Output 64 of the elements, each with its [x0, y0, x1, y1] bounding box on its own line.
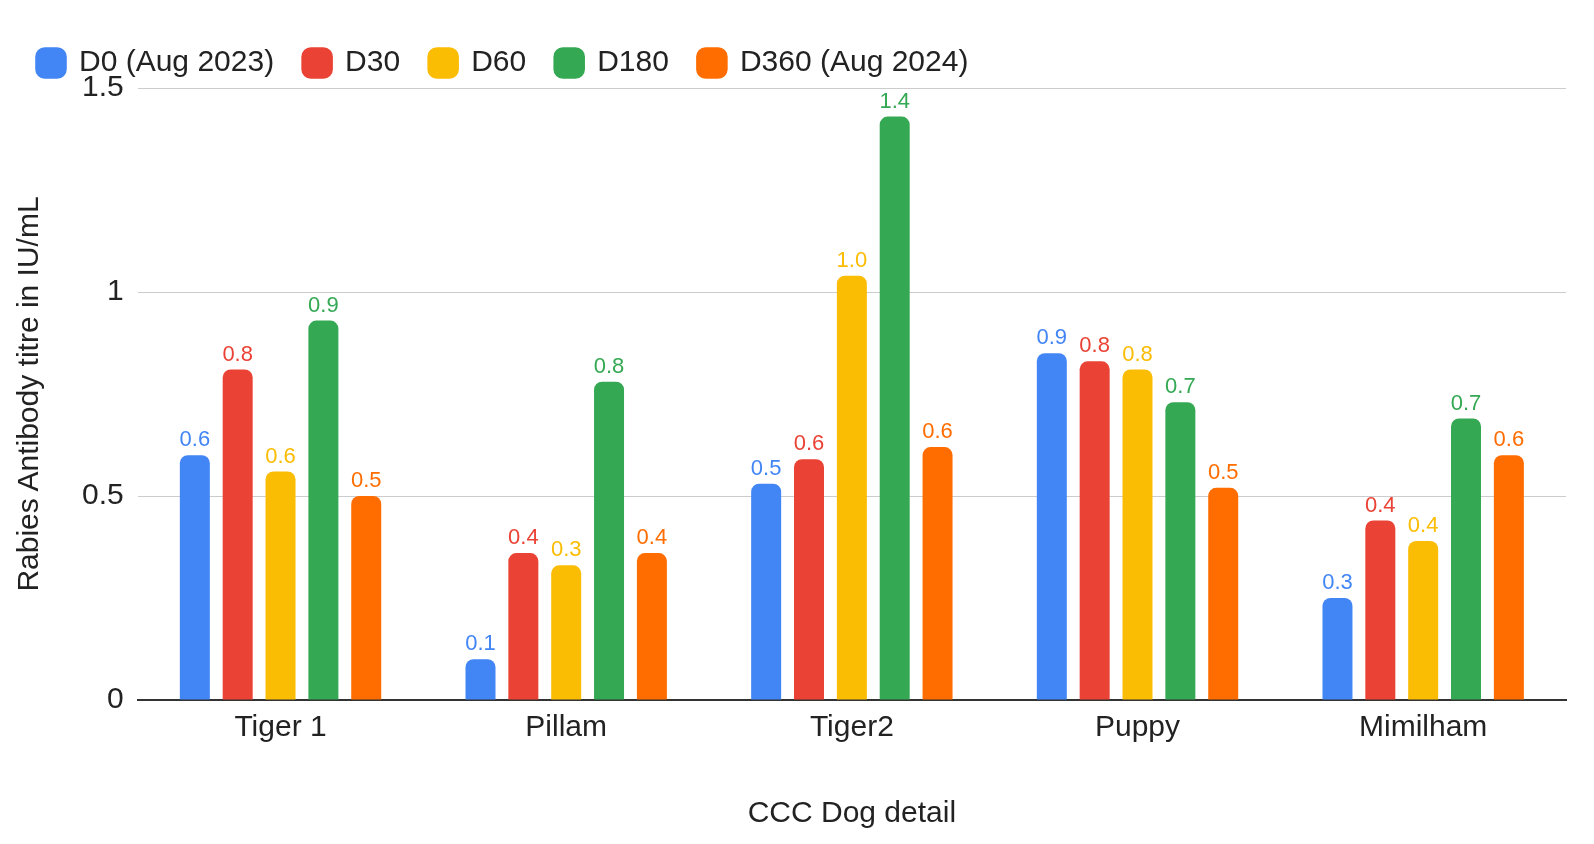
bar	[1493, 455, 1524, 700]
y-tick-label: 0.5	[81, 477, 124, 511]
bar	[222, 369, 253, 700]
bar	[308, 320, 339, 700]
data-label: 0.6	[922, 418, 953, 444]
x-tick-label: Mimilham	[1359, 709, 1488, 743]
data-label: 1.0	[836, 246, 868, 272]
bar	[1451, 418, 1482, 700]
data-label: 0.6	[1493, 426, 1525, 452]
data-label: 0.9	[1036, 324, 1068, 350]
data-label: 0.5	[1207, 458, 1239, 484]
y-tick-label: 1	[107, 273, 124, 307]
bar	[836, 275, 867, 700]
data-label: 0.4	[636, 524, 668, 550]
legend-label: D360 (Aug 2024)	[739, 44, 969, 78]
data-label: 1.4	[879, 87, 910, 113]
data-label: 0.4	[1365, 491, 1396, 517]
bar	[794, 459, 824, 700]
data-label: 0.8	[1122, 340, 1153, 366]
bar	[594, 381, 625, 700]
data-label: 0.6	[265, 442, 296, 468]
data-label: 0.8	[1079, 332, 1110, 358]
y-axis-title: Rabies Antibody titre in IU/mL	[11, 196, 45, 592]
bar	[1036, 353, 1067, 700]
bar	[879, 116, 910, 700]
bar	[751, 483, 782, 700]
data-label: 0.7	[1165, 373, 1196, 399]
legend-label: D180	[597, 44, 669, 78]
data-label: 0.9	[308, 291, 339, 317]
bar	[1165, 402, 1196, 700]
data-label: 0.3	[1322, 569, 1353, 595]
x-axis-title: CCC Dog detail	[747, 795, 957, 829]
x-tick-label: Puppy	[1094, 709, 1181, 743]
data-label: 0.5	[750, 454, 782, 480]
bar	[1079, 361, 1110, 700]
bar	[265, 471, 296, 700]
bar	[465, 659, 496, 700]
data-label: 0.4	[508, 524, 539, 550]
bar	[1408, 540, 1439, 700]
data-label: 0.5	[350, 467, 382, 493]
data-label: 0.3	[550, 536, 582, 562]
x-tick-label: Tiger 1	[234, 709, 327, 743]
legend-label: D60	[471, 44, 527, 78]
bar	[1365, 520, 1396, 700]
y-tick-label: 0	[107, 681, 124, 715]
bar	[1122, 369, 1153, 700]
data-label: 0.4	[1407, 511, 1439, 537]
bar	[351, 496, 382, 700]
data-label: 0.1	[465, 630, 496, 656]
bar	[636, 553, 667, 700]
data-label: 0.6	[793, 430, 825, 456]
bar	[508, 553, 539, 700]
data-label: 0.8	[593, 352, 625, 378]
data-label: 0.6	[179, 426, 211, 452]
x-tick-label: Tiger2	[809, 709, 894, 743]
x-tick-label: Pillam	[525, 709, 608, 743]
bar	[551, 565, 582, 700]
bar	[1208, 487, 1239, 700]
bar	[1322, 598, 1353, 700]
data-label: 0.7	[1450, 389, 1482, 415]
bar	[922, 447, 953, 700]
legend-label: D30	[345, 44, 401, 78]
bar	[179, 455, 210, 700]
data-label: 0.8	[222, 340, 253, 366]
